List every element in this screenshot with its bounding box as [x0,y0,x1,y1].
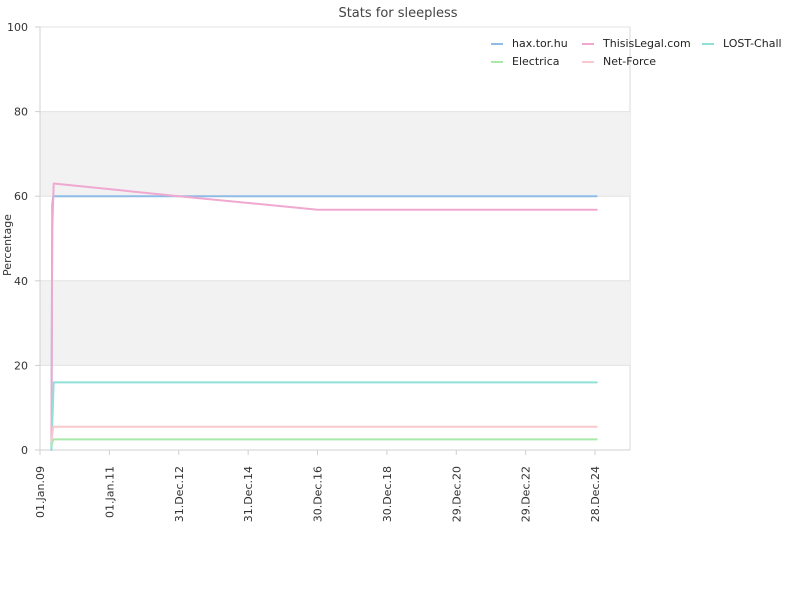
x-tick-label: 31.Dec.14 [242,466,255,522]
x-tick-label: 30.Dec.16 [312,466,325,522]
legend-item-label: Net-Force [603,55,656,68]
y-axis: 0 20 40 60 80 100 [7,21,41,457]
y-tick-label: 80 [14,106,28,119]
x-tick-label: 31.Dec.12 [173,466,186,522]
y-tick-label: 100 [7,21,28,34]
x-tick-label: 29.Dec.20 [450,466,463,522]
x-tick-label: 01.Jan.11 [103,466,116,518]
grid-band [40,111,630,197]
series-line-net-force [50,425,598,443]
grid-band [40,280,630,366]
legend: hax.tor.hu ThisisLegal.com LOST-Chall Elect… [491,37,782,68]
legend-item-label: hax.tor.hu [512,37,568,50]
series-line-thisislegal-com [50,182,598,443]
x-tick-label: 30.Dec.18 [381,466,394,522]
legend-item-label: ThisisLegal.com [602,37,691,50]
chart-title: Stats for sleepless [338,6,457,21]
x-tick-label: 28.Dec.24 [589,466,602,522]
legend-item-label: Electrica [512,55,560,68]
x-tick-label: 29.Dec.22 [520,466,533,522]
series-line-electrica [50,438,598,447]
y-axis-label: Percentage [1,214,14,276]
y-tick-label: 60 [14,190,28,203]
x-tick-label: 01.Jan.09 [34,466,47,518]
y-tick-label: 0 [21,444,28,457]
plot-area [39,26,631,451]
x-axis: 01.Jan.09 01.Jan.11 31.Dec.12 31.Dec.14 30.D… [34,449,630,522]
plot-background [39,26,631,451]
legend-item-label: LOST-Chall [723,37,782,50]
y-tick-label: 20 [14,359,28,372]
series-lines [50,182,598,451]
y-tick-label: 40 [14,275,28,288]
